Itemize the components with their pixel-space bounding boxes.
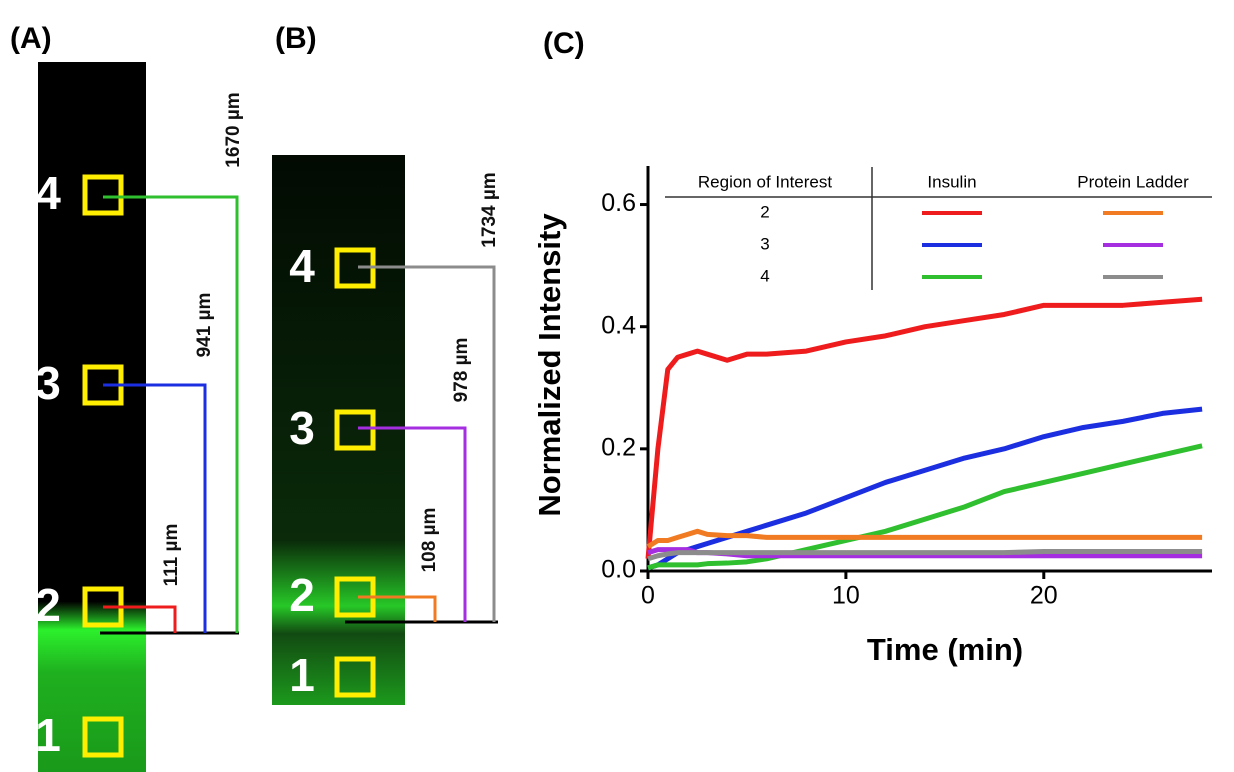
panel-label: (B) bbox=[275, 22, 317, 55]
y-tick-label: 0.6 bbox=[601, 189, 636, 217]
legend-row-label: 4 bbox=[760, 266, 769, 285]
region-number: 3 bbox=[289, 402, 315, 454]
region-number: 2 bbox=[35, 579, 61, 631]
x-tick-label: 10 bbox=[832, 582, 860, 610]
legend-row-label: 2 bbox=[760, 202, 769, 221]
region-number: 2 bbox=[289, 569, 315, 621]
series-line bbox=[648, 531, 1202, 546]
region-number: 4 bbox=[289, 240, 315, 292]
legend-header: Protein Ladder bbox=[1077, 172, 1189, 191]
distance-label: 111 µm bbox=[161, 524, 182, 587]
distance-label: 1734 µm bbox=[479, 172, 500, 247]
region-number: 3 bbox=[35, 357, 61, 409]
series-line bbox=[648, 409, 1202, 568]
panel-label: (C) bbox=[543, 27, 585, 60]
region-number: 4 bbox=[35, 167, 61, 219]
distance-label: 108 µm bbox=[419, 508, 440, 573]
legend-header: Insulin bbox=[927, 172, 976, 191]
x-tick-label: 20 bbox=[1030, 582, 1058, 610]
panel-label: (A) bbox=[10, 22, 52, 55]
y-tick-label: 0.4 bbox=[601, 311, 636, 339]
x-tick-label: 0 bbox=[641, 582, 655, 610]
region-number: 1 bbox=[35, 709, 61, 761]
distance-label: 978 µm bbox=[451, 338, 472, 403]
y-tick-label: 0.0 bbox=[601, 556, 636, 584]
y-tick-label: 0.2 bbox=[601, 433, 636, 461]
figure: (A) 4 3 2 1 1670 µm 941 µm 111 µm (B) 4 … bbox=[0, 0, 1234, 772]
legend-title: Region of Interest bbox=[698, 172, 832, 191]
distance-label: 941 µm bbox=[194, 293, 215, 358]
y-axis-label: Normalized Intensity bbox=[532, 213, 567, 517]
x-axis-label: Time (min) bbox=[867, 632, 1023, 667]
region-number: 1 bbox=[289, 649, 315, 701]
distance-label: 1670 µm bbox=[223, 92, 244, 167]
legend-row-label: 3 bbox=[760, 234, 769, 253]
